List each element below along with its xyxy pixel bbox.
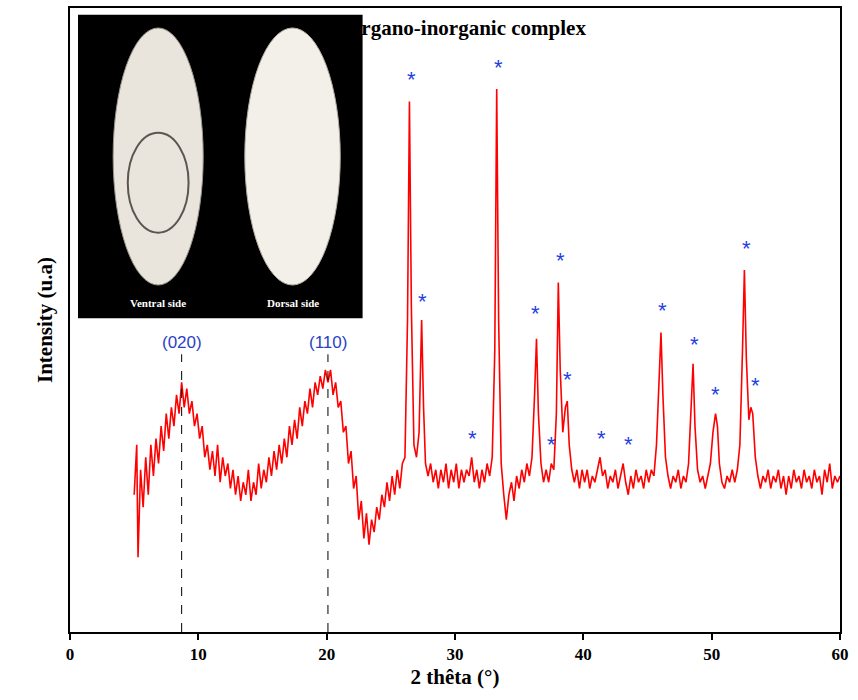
svg-text:*: *: [556, 248, 565, 273]
svg-text:50: 50: [703, 645, 720, 664]
svg-text:60: 60: [832, 645, 849, 664]
svg-text:(020): (020): [162, 333, 202, 352]
svg-text:*: *: [690, 332, 699, 357]
svg-text:*: *: [407, 67, 416, 92]
svg-text:Organo-inorganic complex: Organo-inorganic complex: [345, 16, 586, 40]
svg-text:*: *: [751, 373, 760, 398]
svg-text:*: *: [597, 426, 606, 451]
svg-text:*: *: [468, 426, 477, 451]
svg-text:*: *: [563, 367, 572, 392]
svg-text:*: *: [624, 432, 633, 457]
svg-text:20: 20: [318, 645, 335, 664]
svg-text:*: *: [494, 55, 503, 80]
svg-text:2 thêta (°): 2 thêta (°): [411, 665, 500, 689]
svg-text:Intensity (u.a): Intensity (u.a): [33, 257, 57, 383]
svg-text:Dorsal side: Dorsal side: [267, 297, 319, 309]
svg-text:(110): (110): [309, 333, 347, 352]
svg-text:*: *: [742, 236, 751, 261]
svg-text:10: 10: [190, 645, 207, 664]
svg-text:*: *: [711, 382, 720, 407]
svg-text:Ventral side: Ventral side: [130, 297, 186, 309]
svg-text:*: *: [547, 432, 556, 457]
svg-text:0: 0: [66, 645, 75, 664]
svg-text:*: *: [418, 289, 427, 314]
svg-text:40: 40: [575, 645, 592, 664]
svg-text:*: *: [531, 301, 540, 326]
svg-text:30: 30: [447, 645, 464, 664]
svg-text:*: *: [658, 298, 667, 323]
